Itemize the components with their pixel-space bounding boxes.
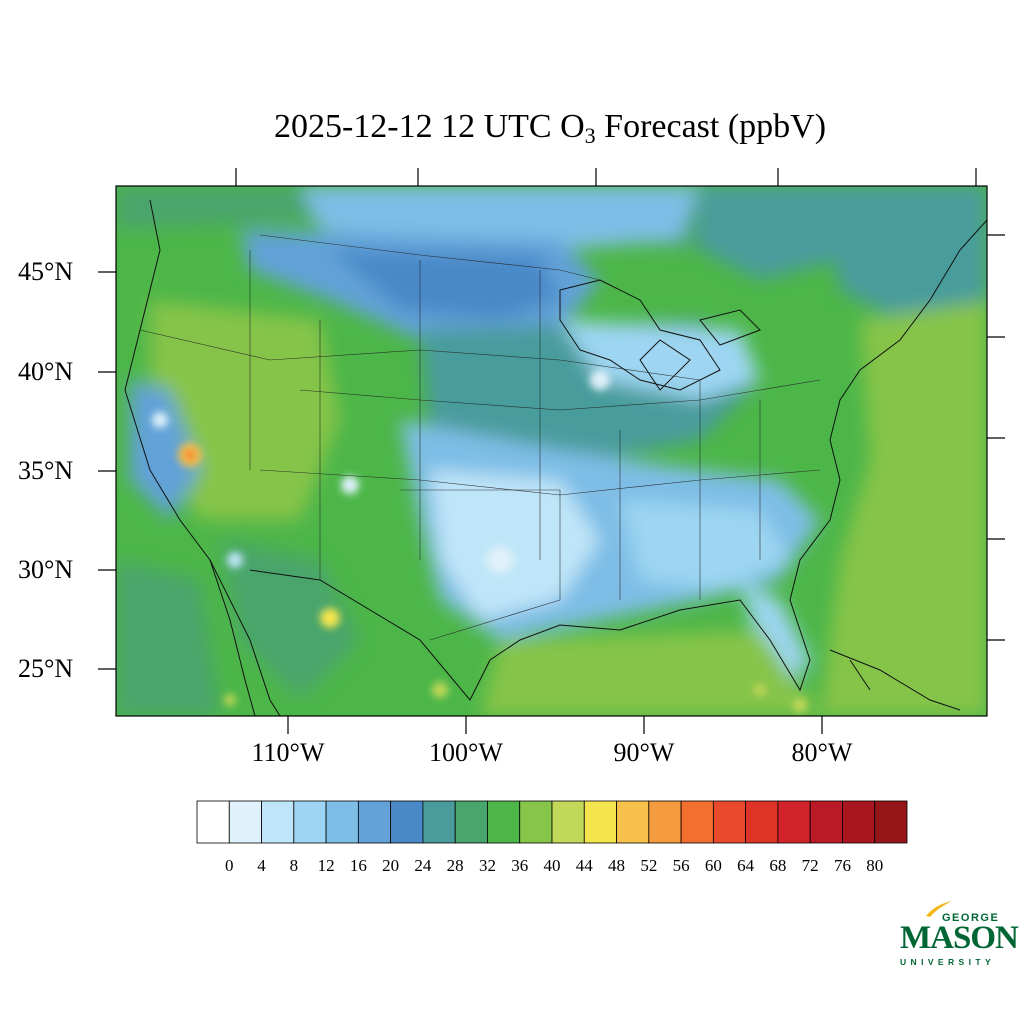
colorbar-label: 56 — [672, 856, 690, 875]
colorbar-swatch — [616, 800, 650, 844]
colorbar-label: 0 — [225, 856, 234, 875]
lat-label-35n: 35°N — [18, 456, 74, 485]
colorbar-swatch — [196, 800, 230, 844]
colorbar-label: 48 — [608, 856, 626, 875]
colorbar-swatch — [261, 800, 295, 844]
colorbar-label: 52 — [640, 856, 658, 875]
colorbar-label: 44 — [575, 856, 593, 875]
title-subscript: 3 — [584, 123, 596, 148]
colorbar-swatch — [680, 800, 714, 844]
colorbar-swatch — [454, 800, 488, 844]
logo-line-2: MASON — [900, 920, 1019, 956]
colorbar-label: 76 — [833, 856, 851, 875]
colorbar-label: 16 — [349, 856, 367, 875]
lat-label-40n: 40°N — [18, 357, 74, 386]
colorbar-swatch — [551, 800, 585, 844]
colorbar-swatch — [648, 800, 682, 844]
logo-swoosh-icon — [926, 901, 952, 917]
colorbar-label: 64 — [737, 856, 755, 875]
lat-label-45n: 45°N — [18, 257, 74, 286]
colorbar-swatch — [712, 800, 747, 844]
lon-label-110w: 110°W — [251, 738, 325, 767]
colorbar-swatch — [325, 800, 359, 844]
colorbar-label: 20 — [382, 856, 400, 875]
colorbar-label: 40 — [543, 856, 561, 875]
map-title: 2025-12-12 12 UTC O3 Forecast (ppbV) — [0, 108, 1024, 149]
colorbar-label: 36 — [511, 856, 529, 875]
colorbar-swatch — [874, 800, 908, 844]
colorbar-swatch — [487, 800, 521, 844]
lon-label-100w: 100°W — [429, 738, 503, 767]
colorbar-label: 60 — [704, 856, 722, 875]
colorbar — [196, 800, 908, 844]
gmu-logo: GEORGE MASON UNIVERSITY — [898, 900, 1019, 970]
lat-label-30n: 30°N — [18, 555, 74, 584]
colorbar-swatch — [842, 800, 876, 844]
colorbar-swatch — [422, 800, 456, 844]
colorbar-swatch — [809, 800, 843, 844]
colorbar-swatch — [745, 800, 779, 844]
logo-line-1: GEORGE — [942, 912, 1000, 924]
colorbar-label: 24 — [414, 856, 432, 875]
title-suffix: Forecast (ppbV) — [595, 108, 827, 145]
colorbar-swatch — [293, 800, 327, 844]
colorbar-swatch — [228, 800, 262, 844]
colorbar-swatch — [583, 800, 617, 844]
colorbar-label: 32 — [478, 856, 496, 875]
lon-label-80w: 80°W — [791, 738, 853, 767]
colorbar-label: 68 — [769, 856, 787, 875]
colorbar-swatch — [777, 800, 811, 844]
logo-line-3: UNIVERSITY — [900, 957, 996, 967]
lon-label-90w: 90°W — [613, 738, 675, 767]
title-prefix: 2025-12-12 12 UTC O — [273, 108, 585, 145]
colorbar-swatch — [390, 800, 424, 844]
concentration-field — [116, 186, 987, 716]
colorbar-label: 12 — [317, 856, 335, 875]
colorbar-label: 8 — [289, 856, 299, 875]
colorbar-label: 80 — [866, 856, 884, 875]
colorbar-label: 72 — [801, 856, 819, 875]
colorbar-label: 28 — [446, 856, 464, 875]
lat-label-25n: 25°N — [18, 654, 74, 683]
colorbar-swatch — [519, 800, 553, 844]
colorbar-label: 4 — [257, 856, 266, 875]
colorbar-swatch — [357, 800, 392, 844]
